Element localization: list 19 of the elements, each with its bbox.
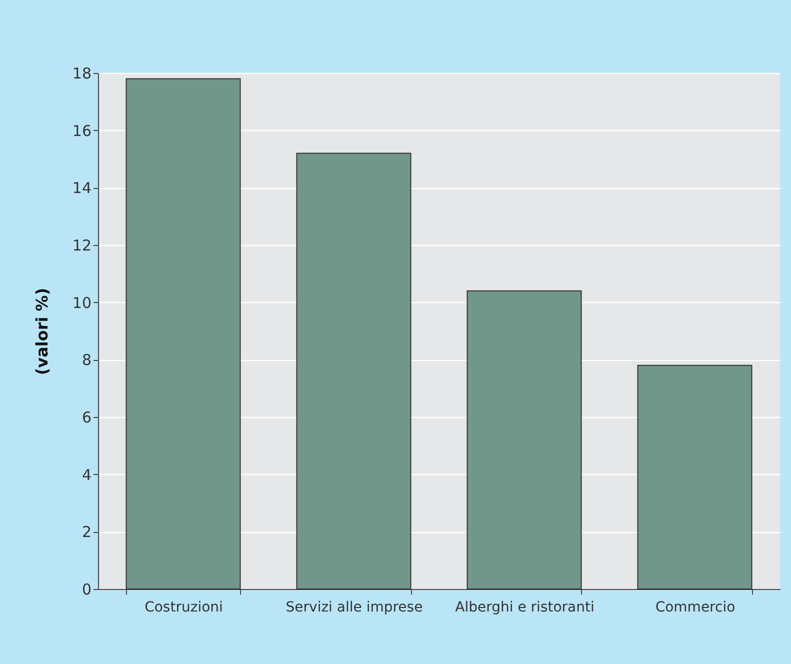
y-tick-label: 12: [72, 236, 92, 254]
y-tick-label: 8: [82, 351, 92, 370]
y-tick-label: 18: [72, 64, 92, 82]
bar: [466, 290, 582, 590]
bar: [126, 78, 241, 590]
x-tick-label: Servizi alle imprese: [286, 600, 423, 616]
x-tick-label: Commercio: [655, 600, 736, 616]
y-tick-label: 14: [72, 179, 92, 198]
y-axis-title: (valori %): [32, 288, 52, 376]
y-tick-label: 4: [82, 466, 92, 484]
y-tick-label: 2: [82, 523, 92, 542]
bar: [296, 152, 412, 590]
y-tick-label: 10: [72, 294, 92, 312]
bar: [637, 364, 752, 590]
y-tick-label: 16: [72, 122, 92, 140]
x-tick-label: Alberghi e ristoranti: [455, 600, 594, 616]
y-tick-label: 0: [82, 580, 92, 598]
y-tick-label: 6: [82, 408, 92, 426]
x-tick-label: Costruzioni: [144, 600, 223, 616]
